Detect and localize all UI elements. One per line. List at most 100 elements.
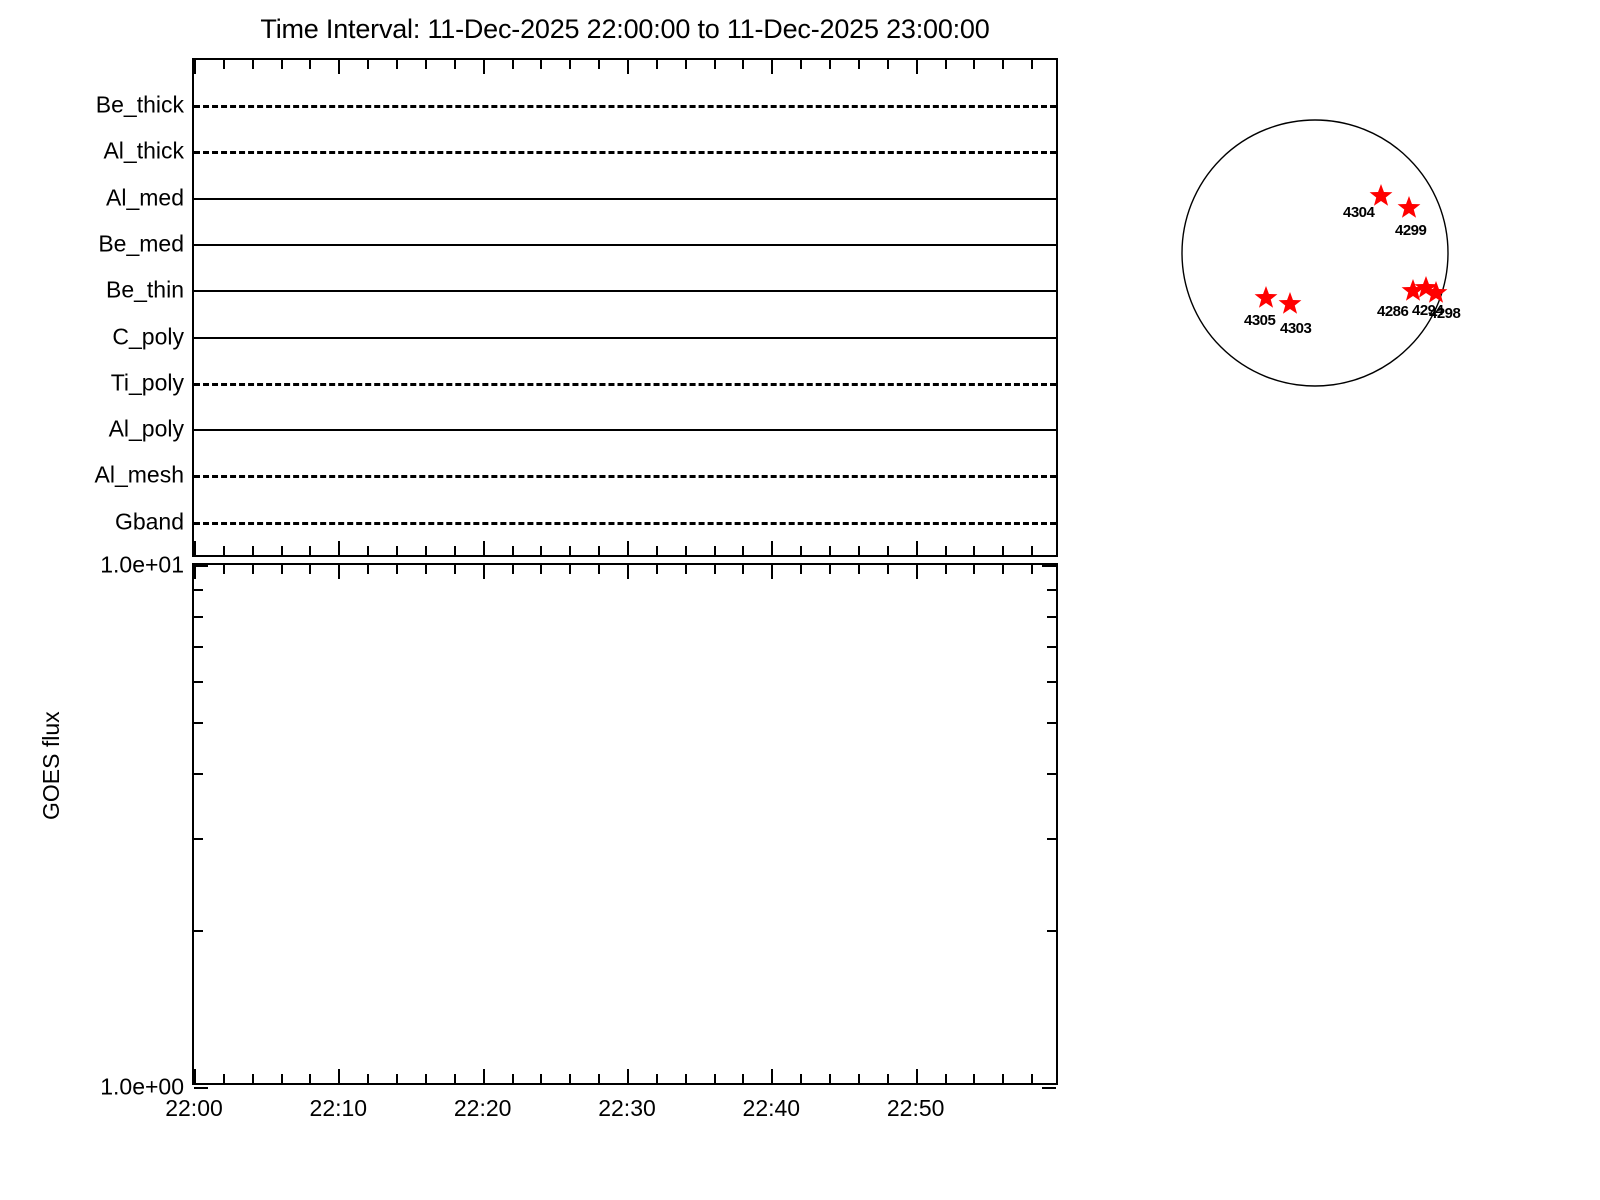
top-panel-xtick-top [915,60,918,74]
top-panel-xtick-top [857,60,860,69]
flux-ytick-right [1042,565,1056,567]
time-xtick [944,1074,947,1083]
time-xtick-top [886,565,889,574]
time-xtick [915,1069,918,1083]
time-xtick [280,1074,283,1083]
top-panel-xtick-top [598,60,601,69]
top-panel-xtick [424,546,427,555]
time-xtick-top [194,565,196,579]
flux-ytick-right [1047,929,1056,932]
top-panel-xtick [511,546,514,555]
time-xtick [857,1074,860,1083]
top-panel-xtick [684,546,687,555]
top-panel-xtick [367,546,370,555]
time-xtick [309,1074,312,1083]
time-xtick-top [222,565,225,574]
time-xtick [424,1074,427,1083]
active-region-label-4294: 4294 [1412,302,1444,319]
filter-label-al_mesh: Al_mesh [94,461,184,488]
top-panel-xtick-top [684,60,687,69]
top-panel-xtick-top [396,60,399,69]
flux-ytick [194,837,203,840]
goes-flux-panel: 1.0e+01 1.0e+00 22:00 22:10 22:20 22:30 22:40 2… [100,552,1058,1121]
time-xtick [540,1074,543,1083]
time-xtick-top [540,565,543,574]
top-panel-xtick-top [424,60,427,69]
top-panel-xtick-top [569,60,572,69]
flux-ytick [194,772,203,775]
top-panel-xtick [222,546,225,555]
active-region-star-4299 [1397,196,1421,218]
time-xtick [886,1074,889,1083]
active-region-star-4294 [1414,276,1438,298]
top-panel-xtick-top [482,60,485,74]
active-region-label-4304: 4304 [1343,204,1375,221]
active-region-star-4303 [1278,292,1302,314]
time-xtick-top [453,565,456,574]
time-xtick-top [280,565,283,574]
time-xtick [569,1074,572,1083]
flux-ytick-right [1047,615,1056,618]
filter-line-be_thin [194,290,1056,293]
top-panel-xtick [973,546,976,555]
time-xtick-label: 22:40 [742,1095,801,1121]
time-xtick [367,1074,370,1083]
time-xtick [742,1074,745,1083]
top-panel-xtick [338,541,341,555]
filter-line-be_med [194,243,1056,246]
time-xtick-top [598,565,601,574]
top-panel-xtick-top [194,60,196,74]
active-region-star-4304 [1369,184,1393,206]
time-xtick [829,1074,832,1083]
time-xtick [684,1074,687,1083]
time-xtick-top [569,565,572,574]
time-xtick-label: 22:50 [886,1095,945,1121]
time-xtick-top [655,565,658,574]
top-panel-xtick-top [713,60,716,69]
time-xtick-label: 22:10 [309,1095,368,1121]
time-xtick [627,1069,629,1083]
time-xtick [511,1074,514,1083]
active-region-star-4298 [1424,281,1448,303]
time-xtick [482,1069,485,1083]
time-xtick [713,1074,716,1083]
top-panel-xtick [540,546,543,555]
top-panel-xtick-top [251,60,254,69]
flux-ytick-label-top: 1.0e+01 [100,551,184,578]
filter-label-be_med: Be_med [98,230,184,257]
time-xtick-top [800,565,803,574]
top-panel-xtick [627,541,629,555]
time-xtick [1031,1074,1034,1083]
filter-label-be_thick: Be_thick [95,91,184,118]
filter-line-al_mesh [194,475,1056,479]
time-xtick-top [771,565,774,579]
filter-label-gband: Gband [114,508,184,535]
flux-ytick-right [1047,645,1056,648]
active-region-star-4305 [1254,286,1278,308]
top-panel-xtick [742,546,745,555]
time-xtick-top [857,565,860,574]
time-xtick-top [1002,565,1005,574]
top-panel-xtick-top [1002,60,1005,69]
flux-ytick [194,565,208,567]
flux-ytick-right [1042,1087,1056,1089]
top-panel-xtick-top [829,60,832,69]
time-xtick-top [424,565,427,574]
top-panel-xtick-top [1031,60,1034,69]
filter-label-be_thin: Be_thin [105,276,184,303]
time-xtick [800,1074,803,1083]
time-xtick-top [309,565,312,574]
top-panel-xtick-top [886,60,889,69]
top-panel-xtick [598,546,601,555]
active-region-label-4305: 4305 [1244,312,1276,329]
active-region-star-4286 [1401,279,1425,301]
time-xtick [251,1074,254,1083]
active-region-label-4303: 4303 [1280,320,1312,337]
filter-label-c_poly: C_poly [112,323,184,349]
top-panel-xtick [800,546,803,555]
filter-line-ti_poly [194,382,1056,386]
top-panel-xtick [251,546,254,555]
top-panel-xtick-top [511,60,514,69]
time-xtick-label: 22:30 [598,1095,656,1121]
time-xtick-top [511,565,514,574]
